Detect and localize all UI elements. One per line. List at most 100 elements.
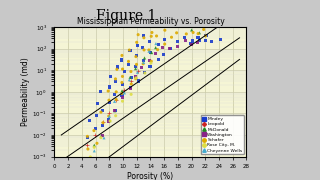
Point — [112, 100, 117, 103]
Point — [141, 36, 147, 39]
Point — [85, 135, 90, 138]
Point — [92, 146, 97, 149]
Point — [139, 66, 144, 69]
Point — [141, 59, 146, 62]
Point — [174, 31, 179, 34]
Point — [92, 149, 97, 152]
Point — [107, 111, 112, 114]
Point — [129, 83, 134, 86]
Point — [133, 55, 139, 58]
Point — [133, 77, 138, 80]
Point — [85, 136, 90, 139]
Point — [107, 119, 112, 122]
Point — [153, 46, 158, 49]
Point — [197, 31, 202, 34]
Point — [92, 144, 97, 147]
Point — [188, 42, 193, 45]
Point — [98, 90, 103, 93]
Point — [85, 143, 90, 146]
Point — [140, 62, 146, 65]
Legend: Mindey, Leopold, McDonald, Washington, Schafer, Rose City, M., Cheyenne Wells: Mindey, Leopold, McDonald, Washington, S… — [201, 115, 244, 154]
Point — [128, 87, 133, 90]
Point — [119, 54, 124, 57]
Point — [120, 75, 125, 78]
Y-axis label: Permeability (md): Permeability (md) — [20, 57, 29, 126]
Point — [197, 39, 202, 42]
Point — [134, 41, 139, 44]
Point — [92, 134, 98, 137]
Point — [203, 34, 208, 37]
Point — [154, 35, 159, 37]
Point — [127, 49, 132, 51]
Point — [148, 65, 153, 68]
Point — [112, 109, 117, 112]
Point — [100, 124, 105, 127]
Point — [149, 51, 154, 54]
Point — [195, 41, 200, 44]
Point — [153, 52, 158, 55]
Point — [129, 93, 134, 96]
Point — [183, 39, 188, 42]
Point — [141, 48, 147, 51]
Point — [119, 92, 124, 95]
Point — [142, 72, 148, 75]
Point — [94, 114, 99, 117]
Point — [107, 115, 112, 118]
Point — [149, 31, 155, 34]
Point — [100, 121, 106, 124]
Point — [153, 42, 158, 45]
Point — [148, 51, 153, 54]
Point — [113, 114, 118, 117]
Point — [120, 68, 125, 71]
Point — [119, 94, 124, 97]
Point — [141, 34, 146, 37]
Point — [161, 53, 166, 56]
Point — [135, 71, 140, 74]
Point — [149, 35, 154, 38]
Point — [175, 45, 180, 48]
Point — [106, 90, 111, 93]
Point — [107, 86, 112, 88]
Point — [146, 49, 151, 51]
Point — [127, 78, 132, 81]
Point — [108, 120, 113, 122]
Point — [134, 63, 139, 66]
Point — [136, 80, 141, 82]
Point — [148, 62, 154, 64]
Point — [189, 40, 195, 42]
Point — [119, 58, 124, 61]
Text: Figure 1: Figure 1 — [96, 9, 156, 23]
Point — [135, 44, 140, 47]
Point — [196, 32, 201, 35]
Point — [127, 49, 132, 52]
Point — [209, 40, 214, 43]
Point — [132, 75, 138, 78]
Point — [120, 96, 125, 99]
Point — [136, 33, 141, 36]
Point — [112, 93, 117, 96]
Point — [119, 89, 124, 92]
Point — [141, 71, 147, 74]
Point — [114, 90, 119, 93]
Point — [85, 148, 91, 150]
Point — [141, 61, 146, 64]
Point — [106, 115, 111, 118]
Point — [167, 47, 172, 50]
Point — [126, 60, 131, 63]
Point — [120, 83, 125, 86]
Point — [114, 98, 119, 101]
Point — [162, 43, 167, 46]
Point — [175, 40, 180, 43]
Point — [128, 79, 133, 82]
Point — [135, 70, 140, 73]
Point — [114, 99, 119, 102]
Point — [189, 43, 194, 46]
Point — [115, 66, 120, 68]
Point — [133, 76, 139, 79]
Point — [107, 101, 112, 104]
Point — [196, 36, 201, 39]
Point — [120, 100, 125, 103]
Point — [126, 63, 132, 66]
Point — [182, 36, 187, 39]
Point — [148, 59, 153, 62]
